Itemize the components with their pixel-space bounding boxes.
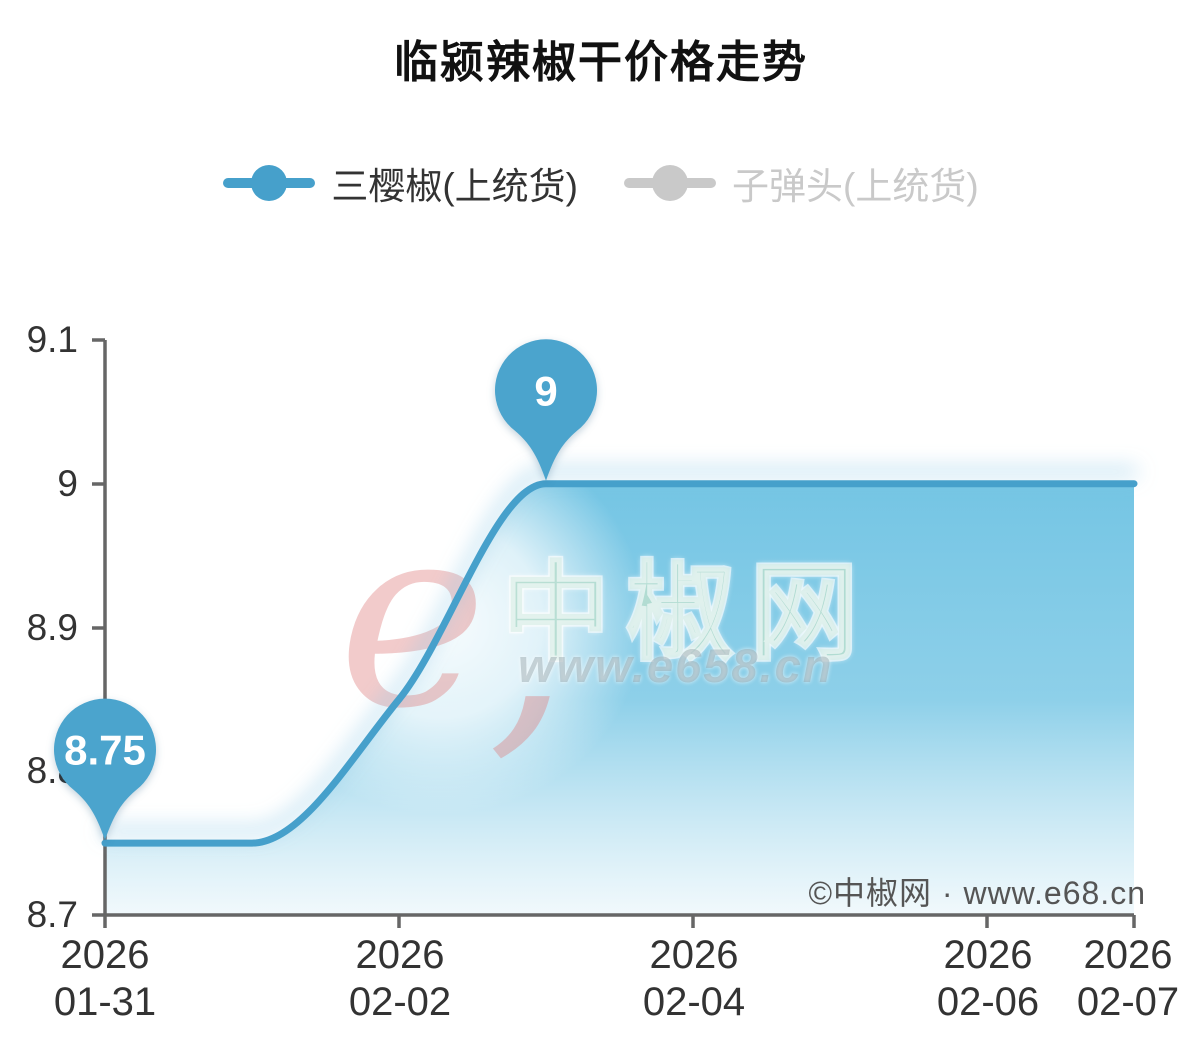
y-tick-label: 9 bbox=[57, 463, 78, 504]
marker-value-label: 9 bbox=[534, 367, 557, 414]
x-tick-label: 2026 02-06 bbox=[936, 933, 1040, 1024]
price-line bbox=[101, 480, 1138, 847]
y-tick-label: 8.8 bbox=[26, 750, 78, 791]
series-inactive-marker-icon bbox=[624, 165, 716, 201]
legend: 三樱椒(上统货) 子弹头(上统货) bbox=[0, 156, 1202, 210]
legend-item-zidantou[interactable]: 子弹头(上统货) bbox=[624, 156, 979, 210]
price-area-fill bbox=[105, 483, 1134, 915]
legend-label: 三樱椒(上统货) bbox=[331, 166, 578, 207]
y-tick-label: 8.9 bbox=[26, 607, 78, 648]
y-tick-label: 8.7 bbox=[26, 894, 78, 935]
max-price-marker-pin: 9 bbox=[495, 339, 597, 481]
series-active-marker-icon bbox=[223, 165, 316, 201]
watermark-logo-swoosh-icon: , bbox=[488, 491, 569, 784]
x-tick-label: 2026 02-07 bbox=[1076, 933, 1180, 1024]
legend-label: 子弹头(上统货) bbox=[732, 166, 979, 207]
watermark-glow bbox=[235, 425, 645, 815]
marker-value-label: 8.75 bbox=[64, 727, 146, 774]
min-price-marker-pin: 8.75 bbox=[54, 698, 156, 841]
watermark-url: www.e658.cn bbox=[518, 639, 834, 692]
legend-item-sanyingjiao[interactable]: 三樱椒(上统货) bbox=[223, 156, 578, 210]
y-tick-label: 9.1 bbox=[26, 319, 78, 360]
axes bbox=[92, 338, 1136, 928]
watermark-brand: 中椒网 bbox=[500, 551, 875, 675]
x-tick-label: 2026 02-02 bbox=[348, 933, 452, 1024]
copyright-text: ©中椒网 · www.e68.cn bbox=[808, 875, 1146, 911]
page-title: 临颍辣椒干价格走势 bbox=[394, 38, 808, 87]
y-axis-ticks bbox=[92, 338, 105, 917]
x-tick-label: 2026 01-31 bbox=[53, 933, 157, 1024]
x-axis-ticks bbox=[397, 915, 1136, 928]
watermark-logo-icon: e bbox=[338, 471, 488, 764]
x-tick-label: 2026 02-04 bbox=[642, 933, 746, 1024]
